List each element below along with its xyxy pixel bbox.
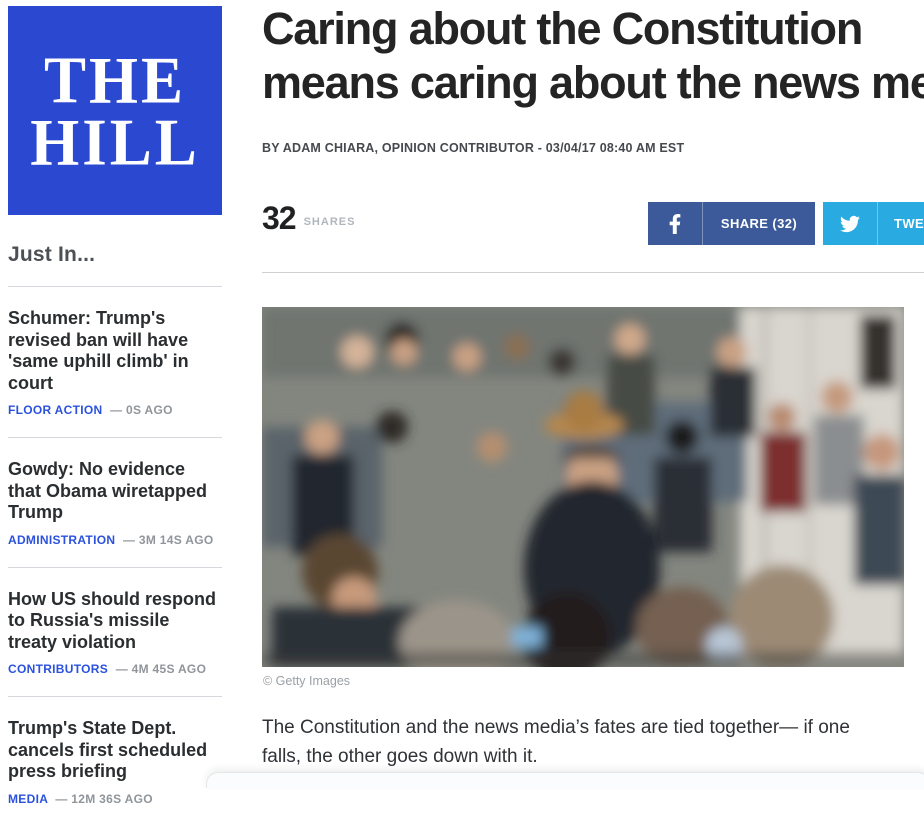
sidebar: THE HILL Just In... Schumer: Trump's rev… — [8, 0, 222, 826]
sidebar-news-item: How US should respond to Russia's missil… — [8, 568, 222, 697]
news-item-meta: MEDIA — 12M 36S AGO — [8, 792, 222, 806]
share-count: 32 — [262, 200, 297, 236]
news-item-timestamp: — 3M 14S AGO — [122, 532, 214, 547]
sidebar-news-item: Schumer: Trump's revised ban will have '… — [8, 287, 222, 438]
press-crowd-illustration — [262, 307, 904, 667]
the-hill-logo[interactable]: THE HILL — [8, 6, 222, 215]
sidebar-news-item: Gowdy: No evidence that Obama wiretapped… — [8, 438, 222, 568]
article-body-paragraph: The Constitution and the news media’s fa… — [262, 717, 850, 767]
headline-line-2: means caring about the news media — [262, 57, 924, 108]
share-toolbar: 32 SHARES SHARE (32) TWEET — [262, 200, 924, 245]
headline-line-1: Caring about the Constitution — [262, 3, 863, 54]
news-item-meta: CONTRIBUTORS — 4M 45S AGO — [8, 662, 222, 676]
news-item-category-link[interactable]: ADMINISTRATION — [8, 532, 116, 547]
facebook-icon — [648, 202, 703, 245]
sidebar-divider — [8, 286, 222, 287]
image-credit: © Getty Images — [263, 674, 351, 688]
article-headline: Caring about the Constitution means cari… — [262, 0, 924, 110]
section-divider — [262, 272, 924, 273]
news-item-title[interactable]: Schumer: Trump's revised ban will have '… — [8, 308, 189, 393]
news-item-category-link[interactable]: MEDIA — [8, 791, 48, 806]
news-item-category-link[interactable]: CONTRIBUTORS — [8, 662, 109, 676]
news-item-title[interactable]: Gowdy: No evidence that Obama wiretapped… — [8, 459, 208, 522]
news-item-meta: FLOOR ACTION — 0S AGO — [8, 403, 222, 417]
news-item-title[interactable]: How US should respond to Russia's missil… — [8, 588, 217, 652]
news-item-meta: ADMINISTRATION — 3M 14S AGO — [8, 533, 222, 547]
logo-text-the: THE — [43, 42, 187, 117]
twitter-share-button[interactable]: TWEET — [823, 202, 924, 245]
facebook-share-label: SHARE (32) — [720, 216, 798, 231]
article-page: { "logo": { "line1": "THE", "line2": "HI… — [8, 0, 924, 806]
news-item-timestamp: — 0S AGO — [110, 403, 173, 417]
bottom-overlay-bar[interactable] — [206, 772, 924, 788]
logo-text-hill: HILL — [30, 104, 200, 179]
facebook-share-button[interactable]: SHARE (32) — [648, 202, 815, 245]
sidebar-news-item: Trump's State Dept. cancels first schedu… — [8, 697, 222, 826]
news-item-timestamp: — 4M 45S AGO — [115, 662, 207, 676]
twitter-icon — [823, 202, 878, 245]
article-main-column: Caring about the Constitution means cari… — [262, 0, 924, 785]
shares-label: SHARES — [303, 216, 356, 228]
news-item-title[interactable]: Trump's State Dept. cancels first schedu… — [8, 718, 208, 781]
twitter-share-label: TWEET — [894, 216, 924, 231]
article-photo-press-crowd — [262, 307, 904, 667]
just-in-heading: Just In... — [8, 243, 96, 266]
news-item-timestamp: — 12M 36S AGO — [55, 791, 153, 806]
news-item-category-link[interactable]: FLOOR ACTION — [8, 403, 103, 417]
article-byline: BY ADAM CHIARA, OPINION CONTRIBUTOR - 03… — [262, 141, 685, 155]
